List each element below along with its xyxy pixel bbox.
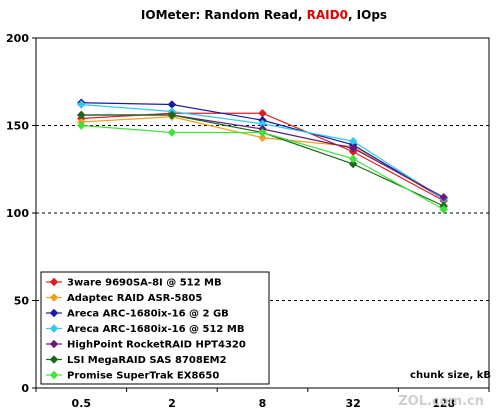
legend-label: 3ware 9690SA-8I @ 512 MB <box>67 278 222 289</box>
x-tick-label: 8 <box>259 397 267 410</box>
x-tick-label: 0.5 <box>72 397 92 410</box>
chart-title: IOMeter: Random Read, RAID0, IOps <box>141 8 387 22</box>
x-axis-label: chunk size, kB <box>410 370 491 381</box>
data-point <box>77 121 86 130</box>
series-7 <box>77 121 448 214</box>
legend-swatch-marker <box>49 324 59 333</box>
x-tick-label: 2 <box>168 397 176 410</box>
y-tick-label: 50 <box>14 295 30 308</box>
x-tick-label: 128 <box>432 397 455 410</box>
legend-label: HighPoint RocketRAID HPT4320 <box>67 340 246 351</box>
legend-swatch-marker <box>49 370 59 380</box>
x-tick-label: 32 <box>345 397 360 410</box>
legend-swatch-marker <box>49 308 59 318</box>
data-point <box>77 110 86 120</box>
legend-label: Promise SuperTrak EX8650 <box>67 371 219 382</box>
legend-swatch-marker <box>49 293 59 302</box>
legend-label: Areca ARC-1680ix-16 @ 512 MB <box>67 324 244 335</box>
legend-swatch-marker <box>49 339 59 349</box>
legend-item: 3ware 9690SA-8I @ 512 MB <box>46 278 222 289</box>
y-tick-label: 0 <box>21 382 29 395</box>
legend-box <box>40 271 270 385</box>
y-tick-label: 200 <box>6 32 29 45</box>
data-point <box>77 100 86 109</box>
data-point <box>258 133 267 142</box>
legend-label: Adaptec RAID ASR-5805 <box>67 293 202 304</box>
legend-label: LSI MegaRAID SAS 8708EM2 <box>67 355 227 366</box>
watermark: ZOL.com.cn <box>398 394 484 409</box>
series-5 <box>77 110 448 202</box>
legend: 3ware 9690SA-8I @ 512 MB Adaptec RAID ASR… <box>40 271 270 385</box>
legend-item: LSI MegaRAID SAS 8708EM2 <box>46 355 227 366</box>
legend-swatch-marker <box>49 277 59 287</box>
data-point <box>258 128 267 137</box>
y-tick-label: 150 <box>6 120 29 133</box>
legend-item: Promise SuperTrak EX8650 <box>46 371 219 382</box>
x-axis: 0.5 2 8 32 128 <box>35 388 490 410</box>
data-point <box>167 110 177 120</box>
title-part: RAID0 <box>307 8 348 22</box>
title-part: , IOps <box>348 8 387 22</box>
legend-swatch-marker <box>49 355 59 364</box>
legend-label: Areca ARC-1680ix-16 @ 2 GB <box>67 309 229 320</box>
data-point <box>348 154 358 163</box>
data-point <box>348 144 358 153</box>
data-point <box>167 128 177 137</box>
legend-item: Areca ARC-1680ix-16 @ 2 GB <box>46 309 229 320</box>
legend-item: Areca ARC-1680ix-16 @ 512 MB <box>46 324 244 335</box>
series-group <box>77 98 448 214</box>
title-part: IOMeter: Random Read, <box>141 8 307 22</box>
data-point <box>439 205 448 214</box>
data-point <box>348 159 358 169</box>
watermark-text: ZOL.com.cn <box>398 394 484 409</box>
legend-item: HighPoint RocketRAID HPT4320 <box>46 340 246 351</box>
data-point <box>167 100 177 109</box>
data-point <box>439 193 448 202</box>
y-axis: 0 50 100 150 200 <box>6 32 36 395</box>
data-point <box>258 109 267 118</box>
legend-item: Adaptec RAID ASR-5805 <box>46 293 202 304</box>
y-tick-label: 100 <box>6 207 29 220</box>
